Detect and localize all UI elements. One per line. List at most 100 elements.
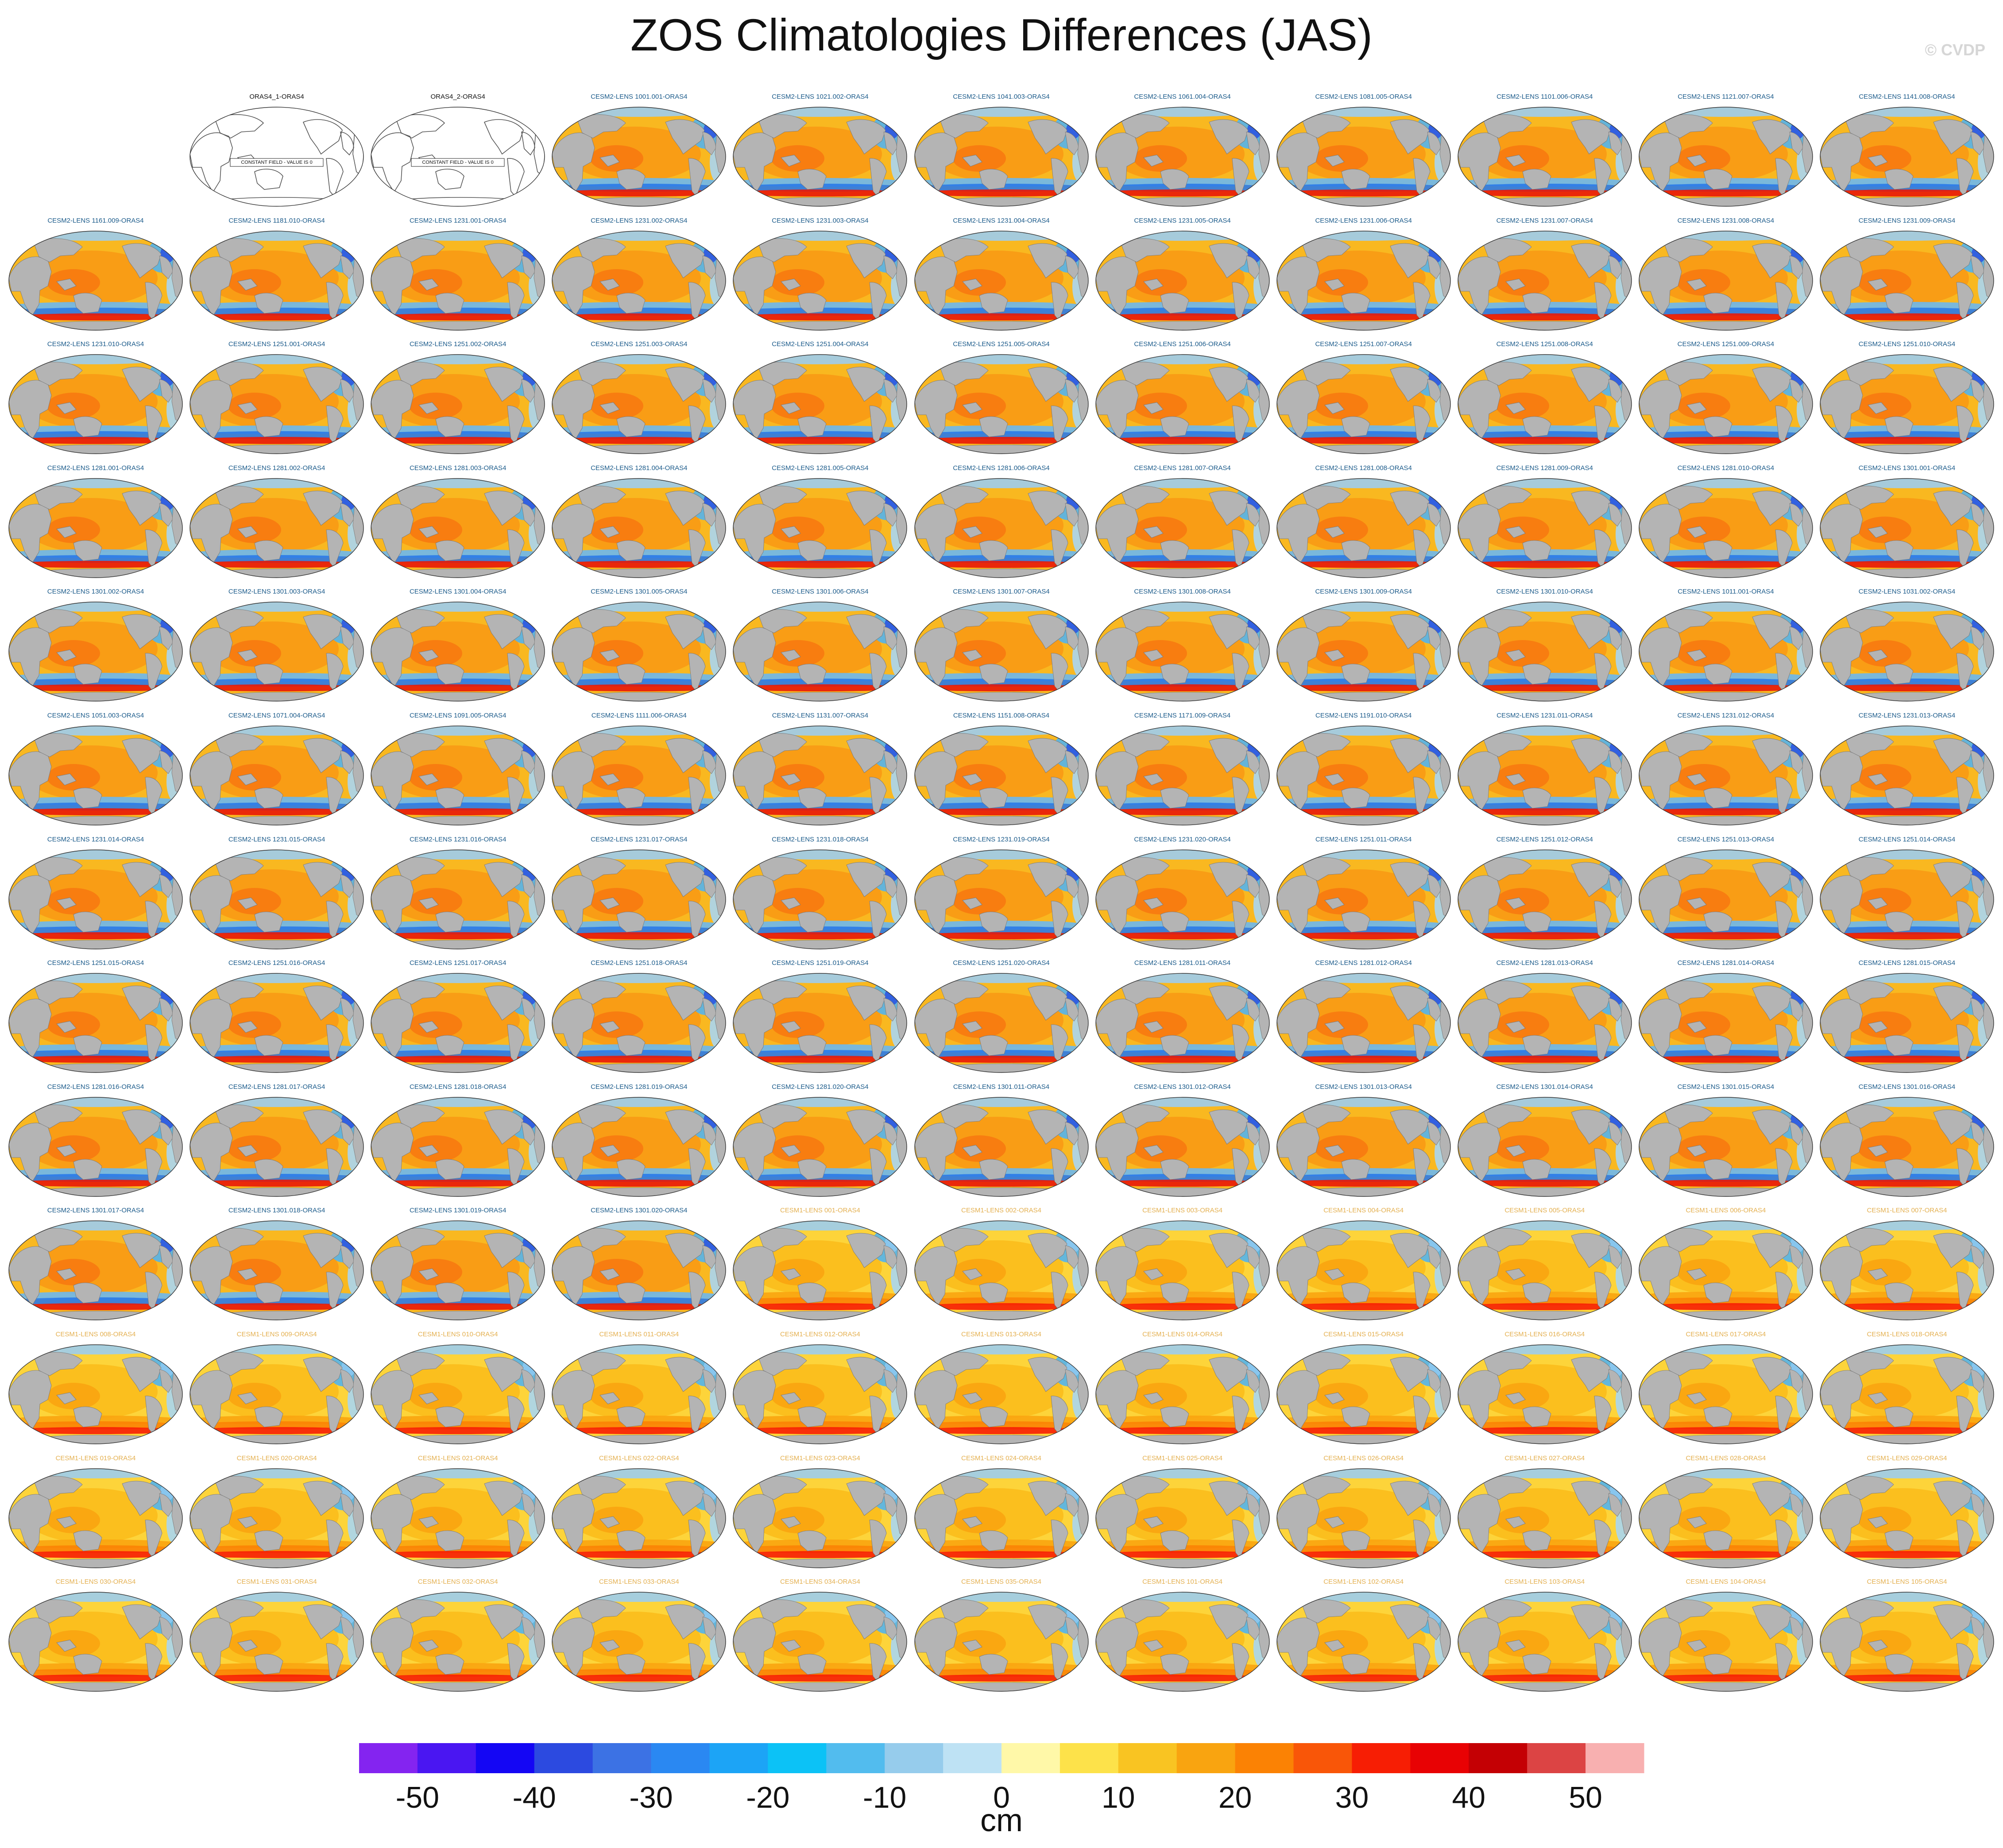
map-panel: CESM2-LENS 1281.020-ORAS4 (731, 1082, 909, 1202)
map-panel: CESM2-LENS 1301.005-ORAS4 (549, 587, 728, 706)
world-map (1639, 1097, 1813, 1197)
map-border (1639, 1592, 1813, 1692)
map-border (1095, 478, 1270, 578)
panel-title: CESM2-LENS 1281.017-ORAS4 (228, 1083, 325, 1091)
map-panel: CESM2-LENS 1281.012-ORAS4 (1274, 958, 1453, 1078)
map-panel: CESM2-LENS 1251.007-ORAS4 (1274, 340, 1453, 459)
world-map (552, 1344, 726, 1444)
panel-title: CESM1-LENS 034-ORAS4 (780, 1578, 860, 1586)
map-border (1276, 478, 1451, 578)
map-border (1639, 1220, 1813, 1321)
world-map (1276, 1097, 1451, 1197)
panel-title: CESM2-LENS 1251.018-ORAS4 (591, 959, 688, 967)
map-panel: CESM1-LENS 016-ORAS4 (1455, 1330, 1634, 1449)
map-border (914, 478, 1089, 578)
map-panel: CESM2-LENS 1041.003-ORAS4 (912, 92, 1091, 212)
map-panel: CESM2-LENS 1071.004-ORAS4 (187, 711, 366, 830)
map-panel: CESM1-LENS 015-ORAS4 (1274, 1330, 1453, 1449)
panel-title: CESM1-LENS 101-ORAS4 (1142, 1578, 1223, 1586)
world-map (1276, 354, 1451, 454)
map-panel: CESM2-LENS 1231.007-ORAS4 (1455, 216, 1634, 336)
panel-title: CESM2-LENS 1301.003-ORAS4 (228, 588, 325, 596)
world-map (1820, 354, 1994, 454)
map-panel: CESM1-LENS 014-ORAS4 (1093, 1330, 1272, 1449)
map-panel: CESM1-LENS 103-ORAS4 (1455, 1577, 1634, 1697)
map-panel: CESM2-LENS 1281.008-ORAS4 (1274, 463, 1453, 583)
map-panel: CESM1-LENS 102-ORAS4 (1274, 1577, 1453, 1697)
map-border (1820, 602, 1994, 702)
world-map (189, 1592, 364, 1692)
map-panel: CESM2-LENS 1231.020-ORAS4 (1093, 835, 1272, 954)
panel-title: CESM2-LENS 1301.001-ORAS4 (1858, 464, 1956, 472)
map-panel: CESM2-LENS 1081.005-ORAS4 (1274, 92, 1453, 212)
world-map (371, 725, 545, 826)
world-map (1639, 1344, 1813, 1444)
map-panel: CESM1-LENS 026-ORAS4 (1274, 1454, 1453, 1573)
map-panel: CESM2-LENS 1251.003-ORAS4 (549, 340, 728, 459)
coastline (435, 169, 465, 190)
colorbar-swatch (1293, 1743, 1353, 1773)
map-panel: CESM2-LENS 1301.010-ORAS4 (1455, 587, 1634, 706)
map-panel: CESM1-LENS 011-ORAS4 (549, 1330, 728, 1449)
map-border (1639, 107, 1813, 207)
world-map (8, 1097, 183, 1197)
map-panel: CESM2-LENS 1301.020-ORAS4 (549, 1206, 728, 1325)
world-map (1276, 849, 1451, 949)
panel-title: CESM2-LENS 1251.008-ORAS4 (1496, 340, 1593, 348)
map-border (371, 230, 545, 331)
world-map (1458, 230, 1632, 331)
map-panel: CESM1-LENS 008-ORAS4 (6, 1330, 185, 1449)
map-panel: ORAS4_1-ORAS4 CONSTANT FIELD - VALUE IS 0 (187, 92, 366, 212)
map-panel: CESM2-LENS 1251.006-ORAS4 (1093, 340, 1272, 459)
map-border (1095, 1344, 1270, 1444)
world-map (914, 602, 1089, 702)
map-panel: CESM2-LENS 1061.004-ORAS4 (1093, 92, 1272, 212)
panel-title: CESM1-LENS 033-ORAS4 (599, 1578, 679, 1586)
panel-title: CESM2-LENS 1301.016-ORAS4 (1858, 1083, 1956, 1091)
map-panel: ORAS4_2-ORAS4 CONSTANT FIELD - VALUE IS 0 (368, 92, 547, 212)
panel-title: CESM1-LENS 104-ORAS4 (1686, 1578, 1766, 1586)
world-map (1820, 725, 1994, 826)
map-panel: CESM2-LENS 1231.002-ORAS4 (549, 216, 728, 336)
map-border (1458, 725, 1632, 826)
map-border (1458, 478, 1632, 578)
world-map (914, 230, 1089, 331)
map-panel: CESM1-LENS 031-ORAS4 (187, 1577, 366, 1697)
map-border (552, 1468, 726, 1568)
map-panel: CESM2-LENS 1011.001-ORAS4 (1636, 587, 1815, 706)
world-map (733, 1592, 908, 1692)
map-panel: CESM2-LENS 1231.013-ORAS4 (1817, 711, 1996, 830)
map-panel: CESM2-LENS 1281.015-ORAS4 (1817, 958, 1996, 1078)
map-border (189, 1468, 364, 1568)
map-border (1820, 230, 1994, 331)
panel-title: CESM1-LENS 103-ORAS4 (1504, 1578, 1585, 1586)
panel-title: CESM1-LENS 030-ORAS4 (55, 1578, 136, 1586)
panel-title: CESM2-LENS 1231.001-ORAS4 (409, 216, 507, 224)
world-map (1639, 478, 1813, 578)
map-panel: CESM2-LENS 1251.020-ORAS4 (912, 958, 1091, 1078)
panel-title: CESM2-LENS 1251.002-ORAS4 (409, 340, 507, 348)
colorbar-swatch (1235, 1743, 1294, 1773)
world-map (733, 1468, 908, 1568)
map-border (1639, 230, 1813, 331)
panel-title: CESM2-LENS 1251.012-ORAS4 (1496, 835, 1593, 843)
map-border (914, 849, 1089, 949)
map-panel: CESM2-LENS 1101.006-ORAS4 (1455, 92, 1634, 212)
map-border (1458, 1344, 1632, 1444)
map-border (371, 1468, 545, 1568)
panel-title: CESM1-LENS 005-ORAS4 (1504, 1207, 1585, 1215)
map-panel: CESM2-LENS 1251.019-ORAS4 (731, 958, 909, 1078)
map-border (189, 478, 364, 578)
colorbar-swatch (768, 1743, 827, 1773)
map-panel: CESM2-LENS 1111.006-ORAS4 (549, 711, 728, 830)
panel-title: CESM1-LENS 001-ORAS4 (780, 1207, 860, 1215)
colorbar-label: cm (980, 1803, 1023, 1838)
map-panel: CESM1-LENS 005-ORAS4 (1455, 1206, 1634, 1325)
panel-title: CESM2-LENS 1301.004-ORAS4 (409, 588, 507, 596)
panel-title: CESM2-LENS 1301.009-ORAS4 (1315, 588, 1412, 596)
world-map (371, 973, 545, 1073)
map-panel: CESM1-LENS 034-ORAS4 (731, 1577, 909, 1697)
map-panel: CESM2-LENS 1231.006-ORAS4 (1274, 216, 1453, 336)
world-map (8, 1468, 183, 1568)
panel-title: CESM2-LENS 1011.001-ORAS4 (1678, 588, 1774, 596)
